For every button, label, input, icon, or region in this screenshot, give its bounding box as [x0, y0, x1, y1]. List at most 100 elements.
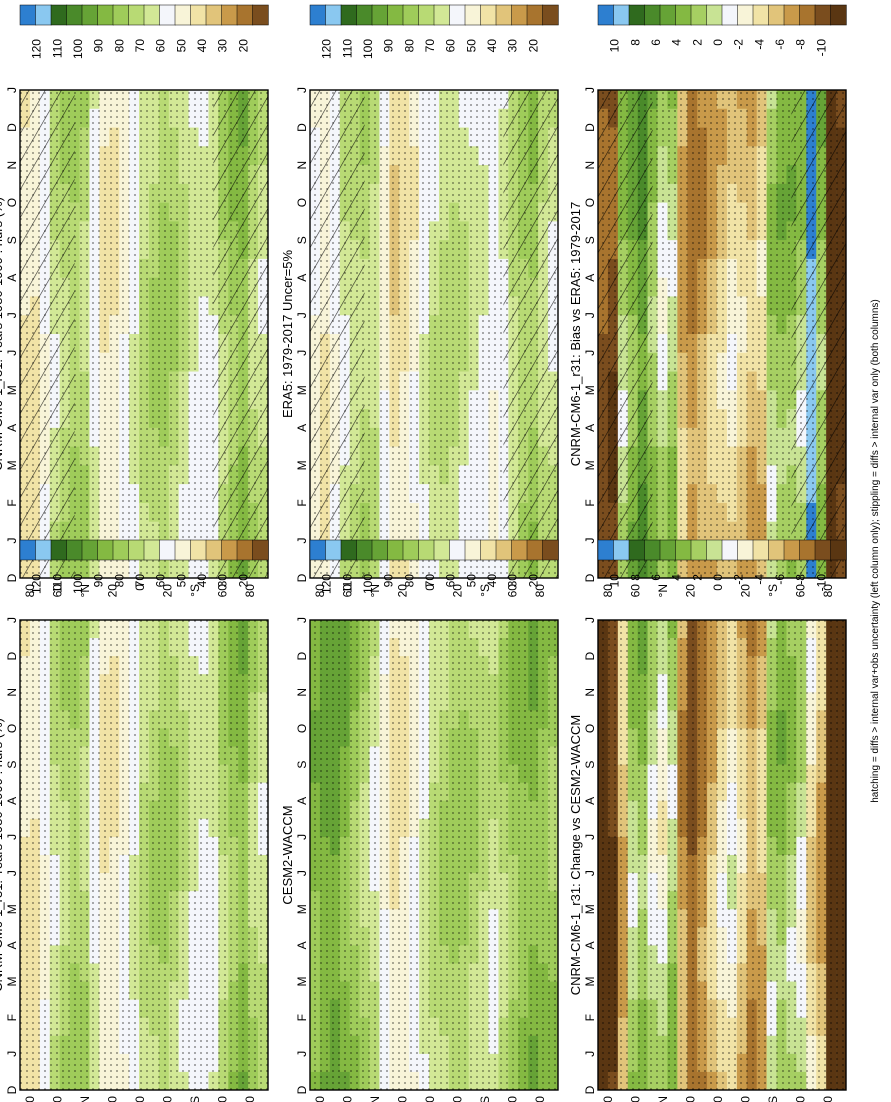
month-tick-label: J: [583, 87, 597, 93]
colorbar-label: 90: [92, 574, 106, 588]
panel-title: ERA5: 1979-2017 Uncer=5%: [280, 250, 295, 418]
month-tick-label: O: [583, 198, 597, 207]
colorbar-label: 8: [628, 574, 642, 581]
colorbar: 120 110 100 90 80 70 60 50 40 30 20: [19, 539, 269, 594]
latitude-tick-label: 60: [794, 1096, 808, 1102]
latitude-tick-label: 20: [451, 1096, 465, 1102]
panel-4: 12011010090807060504030208060°N20020°S60…: [280, 539, 559, 1102]
latitude-tick-label: 20: [161, 1096, 175, 1102]
latitude-tick-label: 20: [739, 584, 753, 598]
month-tick-label: O: [5, 724, 19, 733]
colorbar-label: 50: [174, 574, 188, 588]
colorbar-swatch: [143, 4, 161, 26]
colorbar-swatch: [644, 4, 661, 26]
colorbar-swatch: [236, 539, 254, 561]
colorbar-swatch: [659, 4, 677, 26]
latitude-tick-label: °N: [78, 1096, 92, 1102]
month-tick-label: J: [583, 350, 597, 356]
month-tick-label: A: [295, 797, 309, 805]
month-tick-label: M: [295, 904, 309, 914]
month-tick-label: J: [5, 538, 19, 544]
latitude-tick-label: 20: [395, 1096, 409, 1102]
colorbar-swatch: [752, 539, 770, 561]
latitude-tick-label: 0: [423, 1096, 437, 1102]
colorbar-label: 50: [464, 39, 478, 53]
colorbar-swatch: [35, 539, 52, 561]
month-tick-label: O: [5, 198, 19, 207]
colorbar-label: 50: [174, 39, 188, 53]
latitude-tick-label: 80: [601, 1096, 615, 1102]
hatching-overlay: [20, 90, 75, 578]
month-tick-label: A: [5, 274, 19, 282]
latitude-tick-label: °N: [78, 584, 92, 597]
colorbar-label: 30: [506, 39, 520, 53]
colorbar-swatch: [402, 539, 420, 561]
colorbar-swatch: [190, 4, 207, 26]
colorbar-swatch: [597, 4, 615, 26]
colorbar-swatch: [597, 539, 615, 561]
latitude-tick-label: °S: [478, 1096, 492, 1102]
colorbar-swatch: [309, 4, 327, 26]
colorbar-swatch: [721, 539, 739, 561]
month-tick-label: J: [5, 1051, 19, 1057]
colorbar-swatch: [159, 4, 176, 26]
colorbar-swatch: [628, 539, 646, 561]
colorbar-swatch: [143, 539, 161, 561]
latitude-tick-label: 20: [105, 1096, 119, 1102]
colorbar-swatch: [768, 539, 785, 561]
latitude-tick-label: 60: [340, 1096, 354, 1102]
colorbar-label: 60: [444, 39, 458, 53]
colorbar-swatch: [511, 539, 528, 561]
colorbar-swatch: [830, 539, 847, 561]
colorbar-swatch: [418, 4, 435, 26]
colorbar-label: 0: [711, 39, 725, 46]
month-tick-label: D: [5, 652, 19, 661]
month-tick-label: D: [5, 1085, 19, 1094]
month-tick-label: O: [583, 724, 597, 733]
colorbar-label: 70: [133, 39, 147, 53]
colorbar-label: 60: [154, 39, 168, 53]
colorbar-label: 50: [464, 574, 478, 588]
colorbar-swatch: [526, 4, 544, 26]
colorbar-swatch: [511, 4, 528, 26]
month-tick-label: F: [583, 499, 597, 506]
colorbar-swatch: [418, 539, 435, 561]
colorbar-label: 40: [485, 39, 499, 53]
colorbar-label: 110: [340, 39, 354, 58]
colorbar-swatch: [495, 539, 513, 561]
month-tick-label: J: [295, 350, 309, 356]
month-tick-label: D: [5, 123, 19, 132]
month-tick-label: J: [295, 87, 309, 93]
month-tick-label: M: [5, 977, 19, 987]
colorbar-swatch: [449, 539, 466, 561]
month-tick-label: A: [583, 274, 597, 282]
colorbar-label: 120: [320, 39, 334, 59]
month-tick-label: M: [5, 385, 19, 395]
colorbar-label: 20: [526, 574, 540, 588]
colorbar-label: 4: [670, 574, 684, 581]
month-tick-label: S: [295, 236, 309, 244]
colorbar-label: 110: [340, 574, 354, 593]
colorbar-swatch: [480, 539, 497, 561]
colorbar-swatch: [325, 539, 342, 561]
latitude-tick-label: 20: [161, 584, 175, 598]
month-tick-label: F: [583, 1014, 597, 1021]
month-tick-label: D: [583, 573, 597, 582]
month-tick-label: F: [5, 499, 19, 506]
month-tick-label: D: [295, 652, 309, 661]
colorbar-swatch: [737, 539, 754, 561]
colorbar-swatch: [35, 4, 52, 26]
colorbar-label: 120: [320, 574, 334, 594]
month-tick-label: A: [5, 941, 19, 949]
colorbar-label: 70: [133, 574, 147, 588]
colorbar-swatch: [799, 4, 816, 26]
colorbar-swatch: [613, 4, 630, 26]
colorbar-label: 120: [30, 39, 44, 59]
colorbar-swatch: [112, 539, 130, 561]
month-tick-label: M: [583, 904, 597, 914]
month-tick-label: N: [295, 688, 309, 697]
colorbar-label: 90: [92, 39, 106, 53]
colorbar-swatch: [356, 4, 373, 26]
month-tick-label: N: [583, 161, 597, 170]
